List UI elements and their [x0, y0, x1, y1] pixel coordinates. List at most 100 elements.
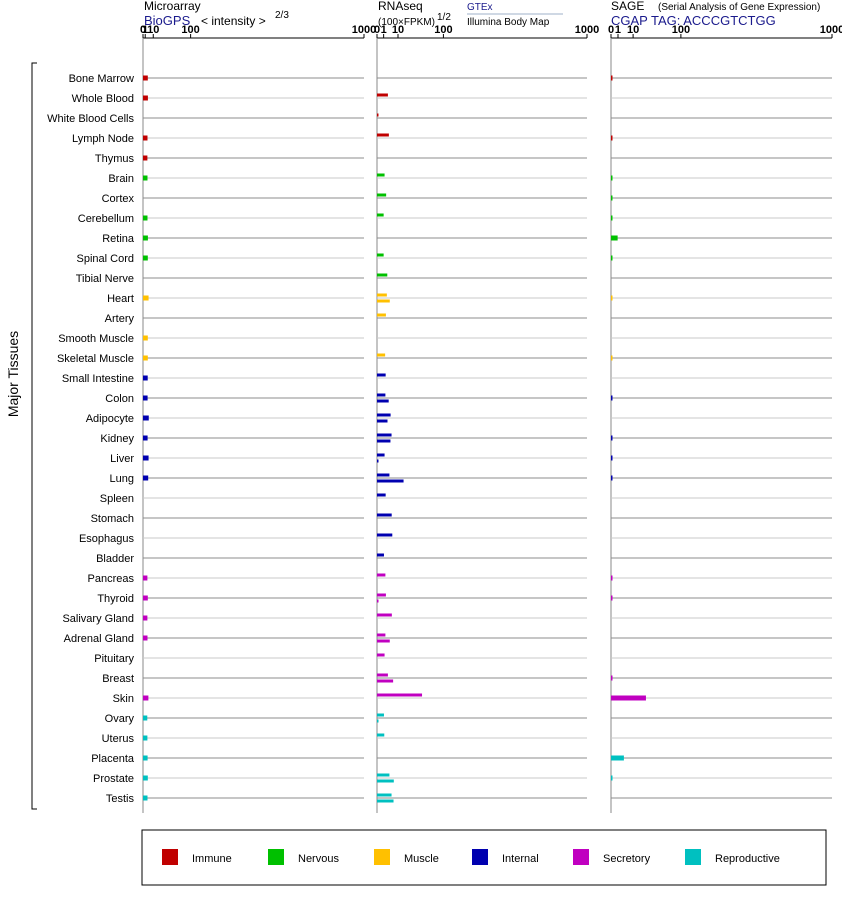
sage-bar	[611, 175, 613, 181]
microarray-bar	[143, 475, 149, 481]
rnaseq-bar	[377, 679, 394, 683]
rnaseq-bar	[377, 393, 386, 397]
rnaseq-bar	[377, 313, 386, 317]
tissue-label: Brain	[108, 173, 134, 185]
rnaseq-bar	[377, 573, 386, 577]
rnaseq-bar	[377, 413, 391, 417]
tissue-label: Pancreas	[88, 573, 135, 585]
rnaseq-bar	[377, 373, 386, 377]
sage-bar	[611, 295, 613, 301]
rnaseq-bar	[377, 399, 389, 403]
legend-label-secretory: Secretory	[603, 853, 651, 865]
microarray-bar	[143, 175, 148, 181]
y-axis-bracket	[31, 62, 37, 810]
rnaseq-title: RNAseq	[378, 0, 423, 13]
tissue-label: Cortex	[102, 193, 135, 205]
sage-bar	[611, 355, 613, 361]
microarray-bar	[143, 615, 148, 621]
sage-tick-label-1: 1	[615, 24, 621, 36]
rnaseq-bar	[377, 193, 387, 197]
sage-tag: CGAP TAG: ACCCGTCTGG	[611, 13, 776, 28]
sage-bar	[611, 395, 613, 401]
tissue-label: Smooth Muscle	[58, 333, 134, 345]
tissue-label: Cerebellum	[78, 213, 134, 225]
sage-bar	[611, 575, 613, 581]
rnaseq-metric: (100×FPKM)	[378, 17, 435, 28]
rnaseq-bar	[377, 213, 384, 217]
sage-bar	[611, 215, 613, 221]
microarray-bar	[143, 395, 148, 401]
sage-tick-label-10: 10	[627, 24, 639, 36]
tissue-label: Artery	[105, 313, 135, 325]
rnaseq-bar	[377, 599, 379, 603]
microarray-bar	[143, 255, 148, 261]
tissue-label: Kidney	[100, 433, 134, 445]
legend-swatch-nervous	[268, 849, 284, 865]
microarray-bar	[143, 755, 148, 761]
tissue-label: Tibial Nerve	[76, 273, 134, 285]
legend-label-nervous: Nervous	[298, 853, 339, 865]
rnaseq-tick-label-0: 0	[374, 24, 380, 36]
microarray-bar	[143, 695, 149, 701]
tissue-label: Small Intestine	[62, 373, 134, 385]
rnaseq-bar	[377, 419, 388, 423]
rnaseq-bar	[377, 93, 388, 97]
tissue-label: White Blood Cells	[47, 113, 134, 125]
rnaseq-bar	[377, 459, 379, 463]
microarray-bar	[143, 235, 148, 241]
rnaseq-tick-label-100: 100	[434, 24, 452, 36]
legend-label-reproductive: Reproductive	[715, 853, 780, 865]
microarray-tick-label-1000: 1000	[352, 24, 376, 36]
rnaseq-bar	[377, 493, 386, 497]
legend-swatch-muscle	[374, 849, 390, 865]
rnaseq-bar	[377, 593, 386, 597]
tissue-label: Lymph Node	[72, 133, 134, 145]
rnaseq-bar	[377, 713, 384, 717]
microarray-tick-label-1: 1	[142, 24, 148, 36]
microarray-bar	[143, 355, 148, 361]
legend-box	[141, 829, 827, 886]
rnaseq-bar	[377, 693, 423, 697]
microarray-bar	[143, 415, 149, 421]
microarray-tick-label-10: 10	[147, 24, 159, 36]
tissue-label: Esophagus	[79, 533, 135, 545]
microarray-title: Microarray	[144, 0, 201, 13]
microarray-bar	[143, 215, 148, 221]
sage-tick-label-0: 0	[608, 24, 614, 36]
sage-bar	[611, 455, 613, 461]
sage-bar	[611, 695, 646, 701]
rnaseq-bar	[377, 673, 388, 677]
rnaseq-bar	[377, 473, 390, 477]
tissue-label: Ovary	[105, 713, 135, 725]
tissue-label: Thyroid	[97, 593, 134, 605]
microarray-bar	[143, 135, 148, 141]
rnaseq-bar	[377, 173, 385, 177]
sage-bar	[611, 235, 618, 241]
rnaseq-bar	[377, 293, 387, 297]
microarray-tick-label-0: 0	[140, 24, 146, 36]
rnaseq-bar	[377, 133, 389, 137]
rnaseq-bar	[377, 639, 390, 643]
tissue-label: Heart	[107, 293, 134, 305]
sage-bar	[611, 75, 613, 81]
tissue-label: Skeletal Muscle	[57, 353, 134, 365]
rnaseq-bar	[377, 779, 394, 783]
sage-bar	[611, 135, 613, 141]
legend-label-immune: Immune	[192, 853, 232, 865]
sage-subtitle: (Serial Analysis of Gene Expression)	[658, 2, 820, 13]
microarray-bar	[143, 735, 148, 741]
rnaseq-bar	[377, 253, 384, 257]
rnaseq-bar	[377, 433, 392, 437]
legend-swatch-reproductive	[685, 849, 701, 865]
rnaseq-bar	[377, 453, 385, 457]
tissue-label: Uterus	[102, 733, 135, 745]
sage-tick-label-1000: 1000	[820, 24, 842, 36]
tissue-label: Adipocyte	[86, 413, 134, 425]
microarray-tick-label-100: 100	[181, 24, 199, 36]
tissue-label: Lung	[110, 473, 134, 485]
tissue-label: Liver	[110, 453, 134, 465]
tissue-label: Bone Marrow	[69, 73, 134, 85]
rnaseq-tick-label-10: 10	[392, 24, 404, 36]
tissue-label: Skin	[113, 693, 134, 705]
